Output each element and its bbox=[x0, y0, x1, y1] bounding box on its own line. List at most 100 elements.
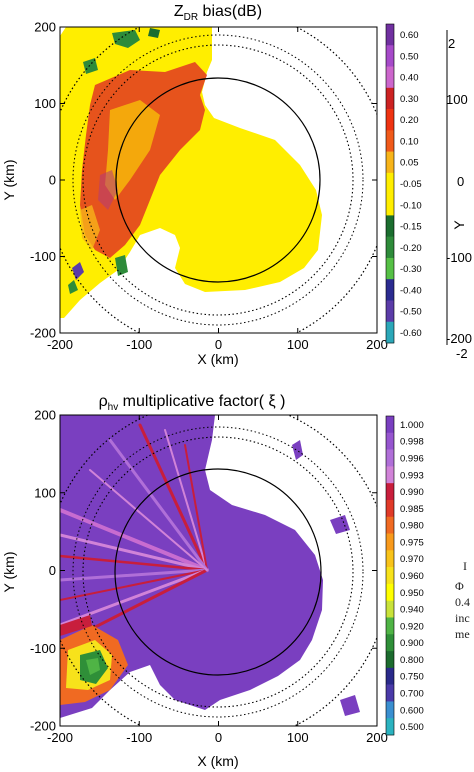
rhohv-xlabel: X (km) bbox=[197, 753, 238, 769]
colorbar-label: 0.700 bbox=[400, 689, 424, 700]
colorbar-label: 0.985 bbox=[400, 504, 424, 515]
colorbar-label: 0.975 bbox=[400, 537, 424, 548]
colorbar-frame bbox=[385, 23, 395, 344]
colorbar-swatch bbox=[386, 45, 394, 67]
right-tick-neg100: -100 bbox=[446, 250, 472, 265]
x-tick-label: -100 bbox=[126, 337, 152, 352]
colorbar-swatch bbox=[386, 432, 394, 450]
cropped-right-panel: 2 100 0 Y -100 -200 -2 I Φ 0.4 inc me bbox=[446, 30, 472, 641]
x-tick-label: 100 bbox=[287, 337, 309, 352]
x-tick-label: -100 bbox=[126, 730, 152, 745]
zdr-colorbar: 0.60 0.50 0.40 0.30 0.20 0.10 0.05 -0.05 -0.10 -0… bbox=[385, 23, 422, 344]
y-tick-label: -100 bbox=[30, 249, 56, 264]
right-title-fragment: 2 bbox=[448, 36, 455, 51]
y-tick-label: 100 bbox=[34, 485, 56, 500]
colorbar-swatch bbox=[386, 151, 394, 174]
right-text-line-4: inc bbox=[455, 611, 470, 625]
rhohv-title: ρhv multiplicative factor( ξ ) bbox=[99, 393, 286, 413]
x-tick-label: 100 bbox=[287, 730, 309, 745]
colorbar-label: 1.000 bbox=[400, 420, 424, 431]
zdr-range-ring-inner bbox=[115, 77, 321, 283]
colorbar-swatch bbox=[386, 321, 394, 344]
x-tick-label: 0 bbox=[215, 730, 222, 745]
colorbar-swatch bbox=[386, 109, 394, 131]
colorbar-label: -0.30 bbox=[400, 264, 422, 275]
colorbar-label: 0.60 bbox=[400, 30, 419, 41]
colorbar-swatch bbox=[386, 550, 394, 568]
y-tick-label: -200 bbox=[30, 326, 56, 341]
x-tick-label: 0 bbox=[215, 337, 222, 352]
rhohv-plot-area bbox=[60, 415, 377, 726]
right-text-line-2: Φ bbox=[455, 579, 464, 593]
colorbar-swatch bbox=[386, 215, 394, 237]
colorbar-swatch bbox=[386, 416, 394, 434]
right-tick-100: 100 bbox=[446, 92, 468, 107]
colorbar-label: 0.940 bbox=[400, 605, 424, 616]
zdr-xlabel: X (km) bbox=[197, 351, 238, 367]
y-tick-label: 100 bbox=[34, 96, 56, 111]
colorbar-swatch bbox=[386, 718, 394, 736]
colorbar-swatch bbox=[386, 617, 394, 635]
colorbar-label: -0.15 bbox=[400, 222, 422, 233]
colorbar-label: 0.600 bbox=[400, 705, 424, 716]
colorbar-label: 0.05 bbox=[400, 158, 419, 169]
colorbar-swatch bbox=[386, 684, 394, 702]
x-tick-label: 200 bbox=[366, 730, 388, 745]
colorbar-swatch bbox=[386, 87, 394, 110]
y-tick-label: -100 bbox=[30, 641, 56, 656]
y-tick-label: 200 bbox=[34, 408, 56, 423]
colorbar-label: 0.10 bbox=[400, 136, 419, 147]
colorbar-swatch bbox=[386, 130, 394, 152]
colorbar-label: 0.50 bbox=[400, 51, 419, 62]
right-xtick-fragment: -2 bbox=[456, 346, 468, 361]
colorbar-label: 0.20 bbox=[400, 115, 419, 126]
colorbar-label: 0.980 bbox=[400, 521, 424, 532]
colorbar-label: 0.993 bbox=[400, 470, 424, 481]
zdr-plot-area bbox=[60, 27, 377, 333]
colorbar-swatch bbox=[386, 634, 394, 652]
colorbar-swatch bbox=[386, 533, 394, 551]
colorbar-label: -0.60 bbox=[400, 328, 422, 339]
rhohv-axis-ticks bbox=[59, 414, 378, 727]
rhohv-panel: ρhv multiplicative factor( ξ ) bbox=[1, 393, 424, 769]
colorbar-label: 0.960 bbox=[400, 571, 424, 582]
colorbar-swatch bbox=[386, 300, 394, 323]
x-tick-label: -200 bbox=[47, 730, 73, 745]
colorbar-swatch bbox=[386, 279, 394, 301]
rhohv-tick-labels: -200 -100 0 100 200 -200 -100 0 100 200 bbox=[30, 408, 388, 746]
zdr-tick-labels: -200 -100 0 100 200 -200 -100 0 100 200 bbox=[30, 20, 388, 353]
colorbar-label: 0.990 bbox=[400, 487, 424, 498]
colorbar-label: -0.10 bbox=[400, 200, 422, 211]
colorbar-label: 0.500 bbox=[400, 722, 424, 733]
right-text-line-5: me bbox=[455, 627, 470, 641]
y-tick-label: -200 bbox=[30, 719, 56, 734]
colorbar-label: 0.900 bbox=[400, 638, 424, 649]
colorbar-swatch bbox=[386, 499, 394, 518]
rhohv-range-ring-inner bbox=[114, 468, 322, 676]
colorbar-swatch bbox=[386, 236, 394, 259]
colorbar-swatch bbox=[386, 567, 394, 585]
colorbar-swatch bbox=[386, 651, 394, 669]
colorbar-label: 0.750 bbox=[400, 672, 424, 683]
colorbar-swatch bbox=[386, 172, 394, 195]
colorbar-label: -0.50 bbox=[400, 307, 422, 318]
right-text-line-3: 0.4 bbox=[455, 595, 470, 609]
right-text-line-1: I bbox=[463, 559, 467, 573]
y-tick-label: 200 bbox=[34, 20, 56, 35]
colorbar-swatch bbox=[386, 667, 394, 685]
colorbar-label: 0.970 bbox=[400, 554, 424, 565]
colorbar-label: 0.998 bbox=[400, 437, 424, 448]
colorbar-label: 0.920 bbox=[400, 621, 424, 632]
colorbar-label: -0.05 bbox=[400, 179, 422, 190]
right-ylabel-fragment: Y bbox=[451, 220, 467, 230]
zdr-title: ZDR bias(dB) bbox=[174, 3, 262, 23]
zdr-axis-ticks bbox=[59, 26, 378, 334]
colorbar-swatch bbox=[386, 701, 394, 719]
colorbar-swatch bbox=[386, 449, 394, 467]
colorbar-swatch bbox=[386, 516, 394, 534]
colorbar-swatch bbox=[386, 583, 394, 601]
colorbar-label: -0.20 bbox=[400, 243, 422, 254]
rhohv-ylabel: Y (km) bbox=[1, 552, 17, 593]
y-tick-label: 0 bbox=[49, 563, 56, 578]
